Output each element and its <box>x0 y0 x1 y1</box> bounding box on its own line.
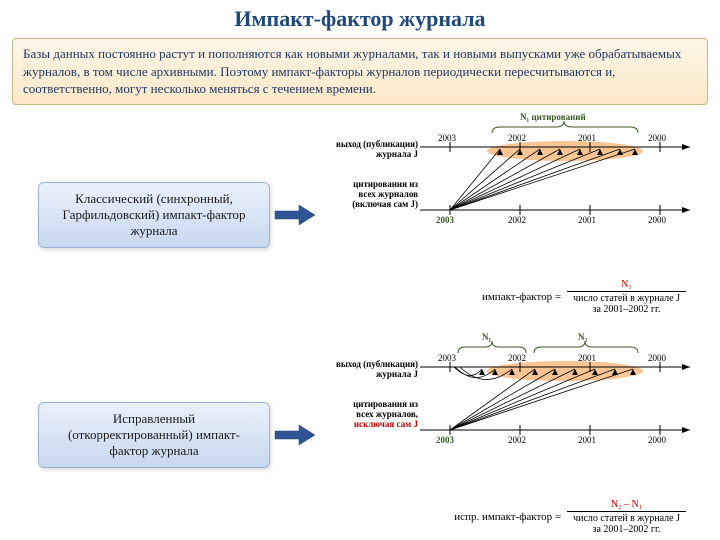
d2-yb3: 2000 <box>648 435 666 445</box>
d2-br1: N₁ <box>482 332 491 342</box>
d1-yt1: 2002 <box>508 133 526 143</box>
f2-den1: число статей в журнале J <box>573 513 680 524</box>
arrow-1 <box>270 203 320 227</box>
d2-yt1: 2002 <box>508 353 526 363</box>
d2-yt0: 2003 <box>438 353 456 363</box>
f2-num: N₂ – N₁ <box>567 499 686 512</box>
f2-den2: за 2001–2002 гг. <box>593 524 661 535</box>
arrow-2 <box>270 423 320 447</box>
formula-2: испр. импакт-фактор = N₂ – N₁ число стат… <box>320 499 706 535</box>
d1-yt2: 2001 <box>578 133 596 143</box>
diagram-corrected: выход (публикация)журнала J N₁ N₂ 2003 2… <box>320 335 700 495</box>
d1-bracket-label: N₁ цитирований <box>520 112 586 122</box>
f1-den1: число статей в журнале J <box>573 293 680 304</box>
d1-yt3: 2000 <box>648 133 666 143</box>
d2-yb1: 2002 <box>508 435 526 445</box>
d2-yb0: 2003 <box>436 435 454 445</box>
d2-yb2: 2001 <box>578 435 596 445</box>
card-classic: Классический (синхронный, Гарфильдовский… <box>38 182 270 248</box>
f1-num: N₁ <box>567 279 686 292</box>
diagram-classic: выход (публикация)журнала J N₁ цитирован… <box>320 115 700 275</box>
d2-bottom-label: цитирования извсех журналов,исключая сам… <box>320 399 418 429</box>
f1-lhs: импакт-фактор = <box>482 291 561 303</box>
d1-bottom-label: цитирования извсех журналов(включая сам … <box>320 179 418 209</box>
d1-yb2: 2001 <box>578 215 596 225</box>
d1-top-label: выход (публикация)журнала J <box>320 139 418 159</box>
d1-yb3: 2000 <box>648 215 666 225</box>
row-classic: Классический (синхронный, Гарфильдовский… <box>0 115 720 315</box>
f1-den2: за 2001–2002 гг. <box>593 304 661 315</box>
arrow-icon <box>275 425 315 445</box>
f2-lhs: испр. импакт-фактор = <box>454 511 561 523</box>
d1-yt0: 2003 <box>438 133 456 143</box>
d2-yt2: 2001 <box>578 353 596 363</box>
d1-yb1: 2002 <box>508 215 526 225</box>
d1-yb0: 2003 <box>436 215 454 225</box>
d2-top-label: выход (публикация)журнала J <box>320 359 418 379</box>
info-box: Базы данных постоянно растут и пополняют… <box>12 38 708 105</box>
arrow-icon <box>275 205 315 225</box>
d2-yt3: 2000 <box>648 353 666 363</box>
formula-1: импакт-фактор = N₁ число статей в журнал… <box>320 279 706 315</box>
row-corrected: Исправленный (откорректированный) импакт… <box>0 335 720 535</box>
card-corrected: Исправленный (откорректированный) импакт… <box>38 402 270 468</box>
page-title: Импакт-фактор журнала <box>0 0 720 32</box>
d2-br2: N₂ <box>578 332 587 342</box>
